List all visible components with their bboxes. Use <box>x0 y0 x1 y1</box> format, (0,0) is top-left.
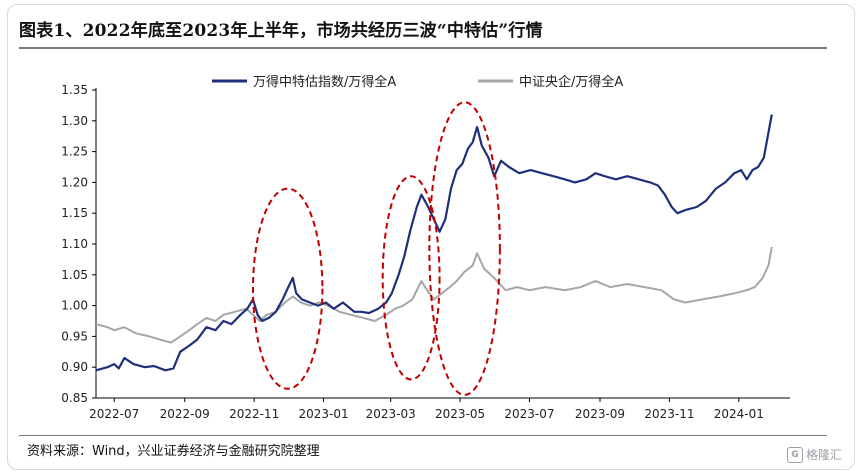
watermark-logo-icon: G <box>787 446 803 463</box>
figure-title: 图表1、2022年底至2023年上半年，市场共经历三波“中特估”行情 <box>19 21 543 41</box>
y-tick-label: 1.35 <box>61 83 88 97</box>
y-tick-label: 1.15 <box>61 206 88 220</box>
series-line-yangqi <box>95 246 773 344</box>
legend-label-zhongtegu: 万得中特估指数/万得全A <box>253 74 396 90</box>
title-rule <box>19 47 827 49</box>
watermark: G 格隆汇 <box>787 446 842 463</box>
x-tick-label: 2023-03 <box>366 407 416 421</box>
x-tick-label: 2023-11 <box>644 407 694 421</box>
source-note: 资料来源：Wind，兴业证券经济与金融研究院整理 <box>27 444 320 459</box>
figure-frame <box>7 4 855 470</box>
x-tick-label: 2022-09 <box>160 407 210 421</box>
y-tick-label: 0.90 <box>61 360 88 374</box>
x-tick-label: 2022-07 <box>89 407 139 421</box>
y-tick-label: 1.05 <box>61 268 88 282</box>
x-tick-label: 2024-01 <box>714 407 764 421</box>
series-line-zhongtegu <box>95 114 773 372</box>
x-tick-label: 2023-05 <box>435 407 485 421</box>
y-tick-label: 1.30 <box>61 114 88 128</box>
legend-label-yangqi: 中证央企/万得全A <box>519 74 623 90</box>
x-tick-label: 2023-07 <box>504 407 554 421</box>
y-tick-label: 0.85 <box>61 391 88 405</box>
y-tick-label: 0.95 <box>61 329 88 343</box>
y-tick-label: 1.20 <box>61 175 88 189</box>
y-tick-label: 1.25 <box>61 145 88 159</box>
y-tick-label: 1.10 <box>61 237 88 251</box>
x-tick-label: 2023-01 <box>298 407 348 421</box>
x-tick-label: 2022-11 <box>229 407 279 421</box>
highlight-ellipse <box>428 101 501 396</box>
highlight-ellipse <box>381 175 441 381</box>
y-tick-label: 1.00 <box>61 299 88 313</box>
watermark-text: 格隆汇 <box>806 448 843 462</box>
x-tick-label: 2023-09 <box>575 407 625 421</box>
highlight-ellipse <box>252 187 324 390</box>
source-rule <box>19 435 827 436</box>
